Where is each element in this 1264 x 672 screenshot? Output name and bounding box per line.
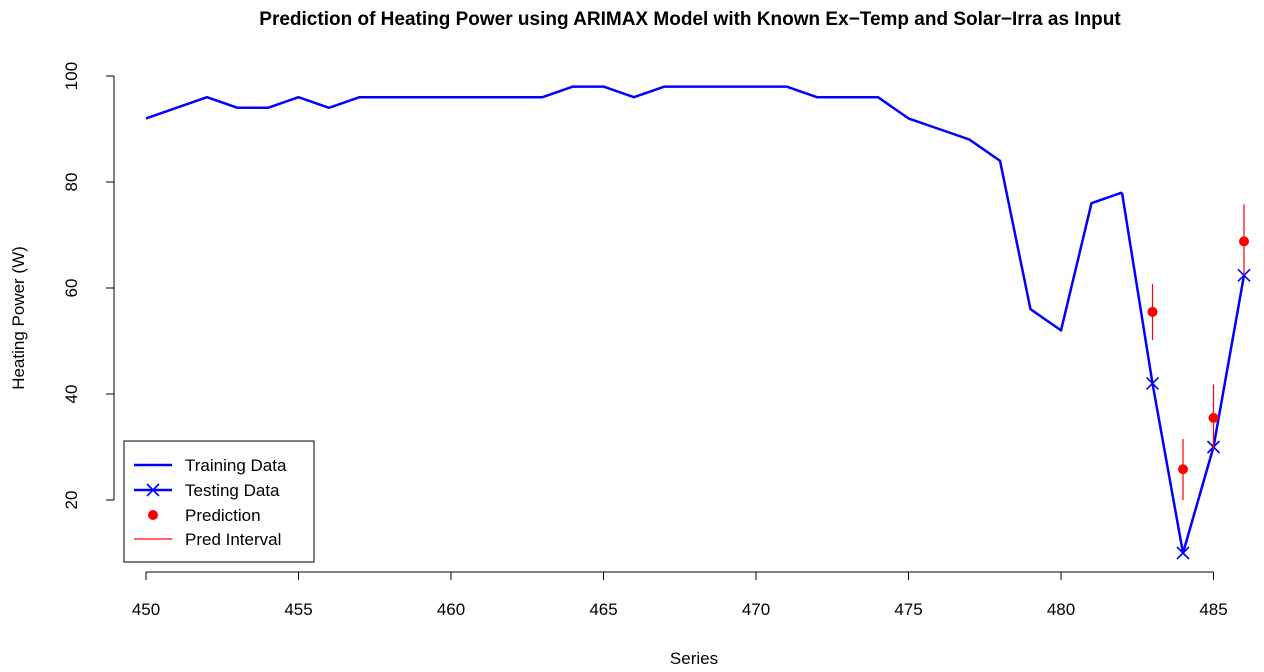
x-axis-label: Series	[670, 649, 718, 668]
legend-prediction-label: Prediction	[185, 506, 261, 525]
x-tick-label: 485	[1199, 600, 1227, 619]
prediction-point	[1178, 464, 1188, 475]
testing-marker-stroke	[1145, 376, 1160, 390]
legend-box	[123, 440, 315, 563]
x-tick-label: 460	[437, 600, 465, 619]
legend-interval-label: Pred Interval	[185, 530, 281, 549]
testing-marker-stroke	[1176, 546, 1190, 560]
legend-testing-marker	[146, 483, 160, 497]
y-tick-label: 80	[62, 173, 81, 192]
testing-data-point	[1176, 546, 1190, 560]
legend-training-label: Training Data	[185, 456, 287, 475]
y-tick-label: 40	[62, 385, 81, 404]
x-tick-label: 470	[742, 600, 770, 619]
y-tick-label: 60	[62, 279, 81, 298]
legend: Training Data Testing Data Prediction Pr…	[123, 440, 315, 563]
prediction-point	[1147, 306, 1158, 317]
testing-data-point	[1145, 376, 1160, 390]
legend-testing-label: Testing Data	[185, 481, 280, 500]
plot-area	[145, 85, 1251, 560]
x-tick-label: 480	[1047, 600, 1075, 619]
x-tick-label: 475	[894, 600, 922, 619]
prediction-point	[1208, 412, 1219, 423]
training-data-line	[145, 85, 1123, 332]
legend-prediction-marker	[148, 510, 158, 520]
y-axis-label: Heating Power (W)	[9, 246, 28, 390]
x-tick-label: 450	[132, 600, 160, 619]
chart-title: Prediction of Heating Power using ARIMAX…	[259, 9, 1121, 30]
x-tick-label: 465	[589, 600, 617, 619]
y-tick-label: 20	[62, 491, 81, 510]
axes: 450 455 460 465 470 475 480 485 20 40 60 80 100	[62, 62, 1228, 619]
y-tick-label: 100	[62, 62, 81, 90]
prediction-point	[1239, 236, 1249, 247]
x-tick-label: 455	[284, 600, 312, 619]
